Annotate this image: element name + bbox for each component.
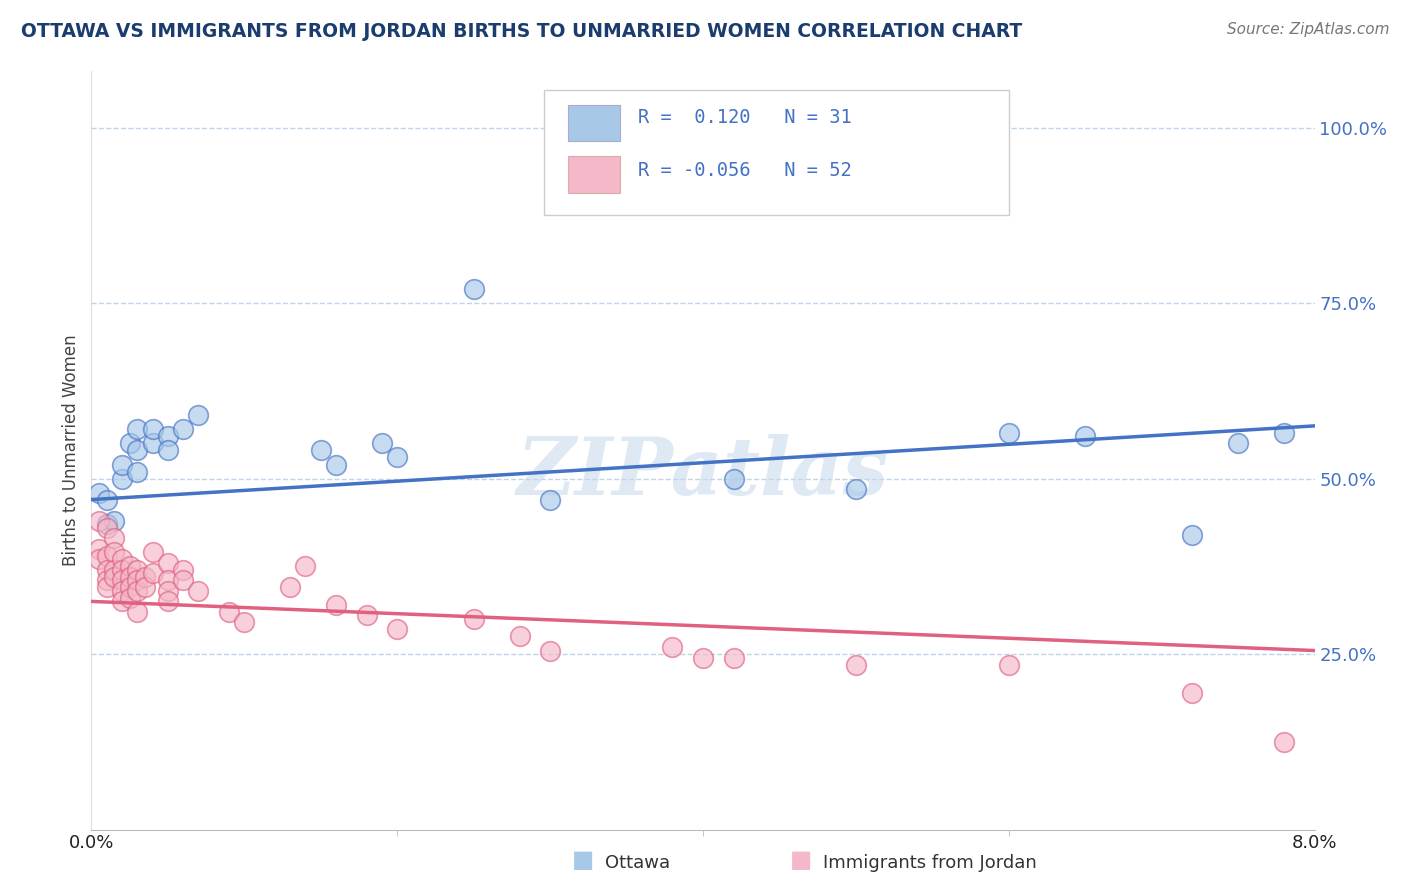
Point (845, 482, 868, 496)
Point (661, 640, 683, 654)
Point (356, 608, 378, 623)
Point (87, 541, 110, 556)
Point (111, 471, 134, 485)
Point (172, 422, 194, 436)
Point (371, 436, 394, 450)
Point (111, 563, 134, 577)
FancyBboxPatch shape (568, 104, 620, 141)
Point (118, 436, 141, 450)
Point (723, 650, 745, 665)
FancyBboxPatch shape (544, 90, 1010, 216)
Point (96, 580, 118, 594)
Point (385, 623, 409, 637)
Point (96, 549, 118, 563)
Point (385, 450, 409, 465)
Point (134, 570, 156, 584)
Point (845, 657, 868, 672)
Text: ■: ■ (790, 848, 813, 872)
Point (156, 594, 179, 608)
Point (538, 643, 561, 657)
Point (463, 282, 485, 296)
Point (111, 594, 134, 608)
Point (692, 138, 714, 153)
Point (87, 514, 110, 528)
Point (1272, 425, 1295, 440)
Point (127, 563, 149, 577)
Point (278, 580, 301, 594)
Point (141, 566, 163, 581)
Point (111, 574, 134, 588)
Point (294, 559, 316, 574)
Point (998, 425, 1021, 440)
Point (218, 605, 240, 619)
Text: OTTAWA VS IMMIGRANTS FROM JORDAN BIRTHS TO UNMARRIED WOMEN CORRELATION CHART: OTTAWA VS IMMIGRANTS FROM JORDAN BIRTHS … (21, 22, 1022, 41)
Point (538, 492, 561, 507)
Point (325, 458, 347, 472)
Point (103, 570, 125, 584)
Text: ■: ■ (572, 848, 595, 872)
Point (463, 612, 485, 626)
Point (509, 630, 531, 644)
Text: Source: ZipAtlas.com: Source: ZipAtlas.com (1226, 22, 1389, 37)
Point (998, 657, 1021, 672)
Point (87, 485, 110, 500)
Text: R = -0.056   N = 52: R = -0.056 N = 52 (638, 161, 852, 180)
Point (118, 580, 141, 594)
Point (1074, 429, 1097, 443)
Point (661, 138, 683, 153)
Point (87, 552, 110, 566)
Point (692, 650, 714, 665)
Y-axis label: Births to Unmarried Women: Births to Unmarried Women (62, 334, 80, 566)
Point (118, 559, 141, 574)
Point (103, 545, 125, 559)
Point (103, 563, 125, 577)
Point (1181, 527, 1204, 541)
Point (156, 443, 179, 458)
Text: ZIPatlas: ZIPatlas (517, 434, 889, 512)
Point (723, 471, 745, 485)
Point (127, 605, 149, 619)
Point (127, 465, 149, 479)
Point (325, 598, 347, 612)
Point (103, 531, 125, 545)
Point (111, 552, 134, 566)
Point (156, 556, 179, 570)
Point (1181, 686, 1204, 700)
Point (156, 574, 179, 588)
Point (141, 422, 163, 436)
Point (127, 443, 149, 458)
Point (172, 574, 194, 588)
Point (96, 521, 118, 535)
Point (156, 583, 179, 598)
Point (187, 583, 209, 598)
FancyBboxPatch shape (568, 156, 620, 193)
Text: Ottawa: Ottawa (605, 855, 669, 872)
Point (172, 563, 194, 577)
Point (1272, 735, 1295, 749)
Text: R =  0.120   N = 31: R = 0.120 N = 31 (638, 108, 852, 127)
Point (111, 458, 134, 472)
Point (111, 583, 134, 598)
Point (96, 492, 118, 507)
Point (96, 574, 118, 588)
Point (156, 429, 179, 443)
Point (141, 436, 163, 450)
Point (141, 545, 163, 559)
Point (103, 514, 125, 528)
Point (187, 409, 209, 423)
Point (127, 422, 149, 436)
Point (309, 443, 332, 458)
Point (96, 563, 118, 577)
Point (1227, 436, 1250, 450)
Point (127, 574, 149, 588)
Point (96, 517, 118, 532)
Point (127, 583, 149, 598)
Point (118, 570, 141, 584)
Point (233, 615, 256, 630)
Point (134, 580, 156, 594)
Point (118, 591, 141, 605)
Text: Immigrants from Jordan: Immigrants from Jordan (823, 855, 1036, 872)
